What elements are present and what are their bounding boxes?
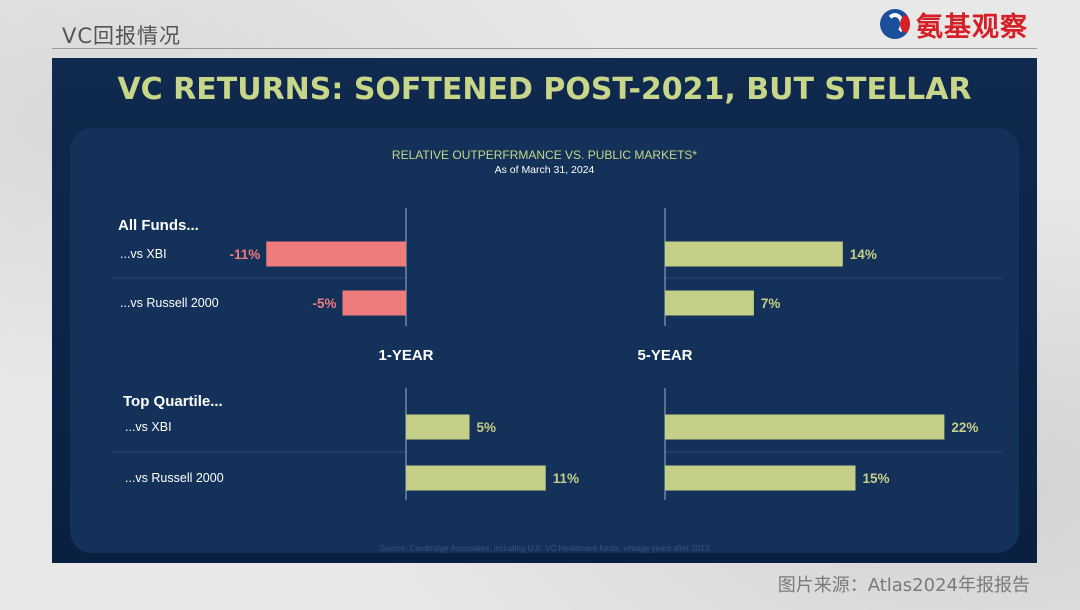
group-header: Top Quartile... bbox=[123, 393, 223, 410]
bar bbox=[406, 414, 470, 440]
data-label: 14% bbox=[850, 247, 877, 262]
data-label: 7% bbox=[761, 296, 781, 311]
row-label: ...vs XBI bbox=[125, 420, 172, 434]
bar bbox=[665, 414, 945, 440]
chart-subtitle: RELATIVE OUTPERFRMANCE VS. PUBLIC MARKET… bbox=[391, 148, 698, 162]
data-label: 5% bbox=[477, 420, 497, 435]
row-label: ...vs XBI bbox=[120, 247, 167, 261]
image-credit: 图片来源：Atlas2024年报报告 bbox=[777, 575, 1030, 596]
bar bbox=[266, 241, 406, 267]
period-label: 1-YEAR bbox=[378, 347, 433, 364]
brand-logo: 氨基观察 bbox=[880, 8, 1028, 43]
source-note: Source: Cambridge Associates, including … bbox=[379, 544, 710, 553]
returns-bar-chart: All Funds... ...vs XBI -11% 14% ...vs Russel… bbox=[112, 208, 1002, 500]
bar bbox=[665, 241, 843, 267]
slide: VC RETURNS: SOFTENED POST-2021, BUT STEL… bbox=[52, 58, 1037, 563]
bar bbox=[665, 465, 856, 491]
row-label: ...vs Russell 2000 bbox=[125, 471, 224, 485]
as-of-date: As of March 31, 2024 bbox=[494, 164, 595, 176]
logo-mark-icon bbox=[880, 9, 910, 39]
period-label: 5-YEAR bbox=[637, 347, 692, 364]
data-label: 22% bbox=[951, 420, 978, 435]
data-label: -11% bbox=[230, 247, 261, 262]
group-header: All Funds... bbox=[118, 217, 199, 234]
bar bbox=[665, 290, 754, 316]
data-label: 11% bbox=[553, 471, 579, 486]
header-divider bbox=[52, 48, 1037, 49]
bar bbox=[406, 465, 546, 491]
bar bbox=[342, 290, 406, 316]
logo-text: 氨基观察 bbox=[916, 11, 1028, 43]
row-label: ...vs Russell 2000 bbox=[120, 296, 219, 310]
section-label: VC回报情况 bbox=[62, 24, 182, 48]
slide-title: VC RETURNS: SOFTENED POST-2021, BUT STEL… bbox=[117, 72, 972, 107]
data-label: -5% bbox=[312, 296, 336, 311]
data-label: 15% bbox=[863, 471, 890, 486]
